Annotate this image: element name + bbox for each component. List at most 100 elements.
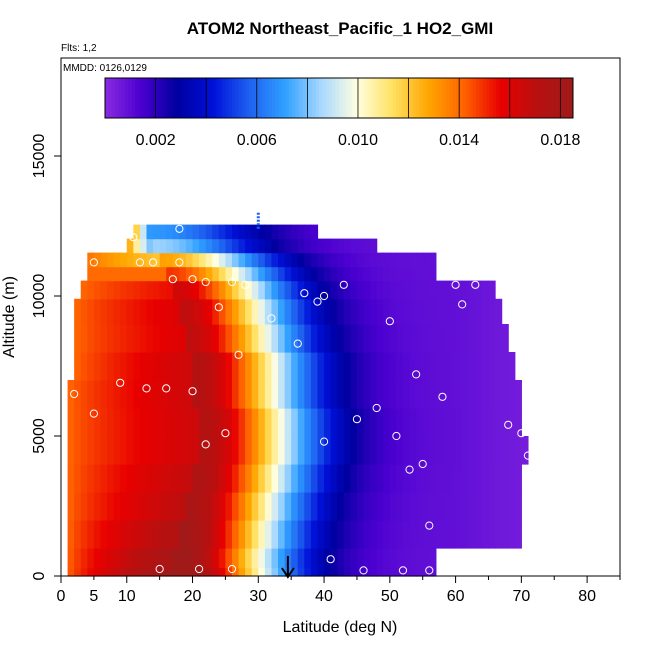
heatmap-cell [192, 352, 200, 381]
heatmap-cell [429, 252, 437, 268]
heatmap-cell [74, 548, 82, 569]
heatmap-cell [258, 548, 266, 569]
heatmap-cell [80, 548, 88, 569]
y-tick-label: 15000 [31, 134, 48, 179]
colorbar-segment [198, 78, 203, 118]
heatmap-cell [212, 520, 220, 549]
heatmap-cell [291, 324, 299, 353]
heatmap-cell [258, 567, 266, 577]
heatmap-cell [172, 224, 180, 240]
heatmap-cell [258, 298, 266, 325]
heatmap-cell [107, 492, 115, 521]
heatmap-cell [376, 352, 384, 381]
heatmap-cell [310, 238, 319, 254]
heatmap-cell [449, 464, 457, 493]
heatmap-cell [113, 548, 121, 569]
heatmap-cell [192, 324, 200, 353]
heatmap-cell [93, 408, 102, 437]
heatmap-cell [179, 238, 187, 254]
heatmap-cell [199, 520, 207, 549]
heatmap-cell [409, 548, 417, 569]
heatmap-cell [376, 567, 384, 577]
heatmap-cell [251, 464, 259, 493]
colorbar-segment [158, 78, 163, 118]
heatmap-cell [376, 280, 384, 300]
heatmap-cell [389, 380, 397, 409]
heatmap-cell [67, 408, 75, 437]
heatmap-cell [74, 567, 82, 577]
heatmap-cell [363, 520, 371, 549]
heatmap-cell [297, 567, 305, 577]
heatmap-cell [87, 548, 95, 569]
heatmap-cell [185, 280, 194, 300]
heatmap-cell [297, 408, 305, 437]
heatmap-cell [416, 252, 424, 268]
heatmap-cell [310, 266, 319, 282]
heatmap-cell [251, 238, 259, 254]
heatmap-cell [264, 324, 273, 353]
heatmap-cell [330, 464, 338, 493]
heatmap-cell [317, 464, 325, 493]
heatmap-cell [481, 464, 490, 493]
heatmap-cell [166, 567, 174, 577]
heatmap-cell [330, 567, 338, 577]
colorbar-segment [121, 78, 126, 118]
heatmap-cell [297, 520, 305, 549]
sample-marker [523, 451, 533, 460]
heatmap-cell [251, 324, 259, 353]
heatmap-cell [291, 436, 299, 465]
heatmap-cell [231, 224, 240, 240]
heatmap-cell [67, 464, 75, 493]
heatmap-cell [133, 238, 141, 254]
sample-marker [116, 378, 125, 387]
heatmap-cell [429, 380, 437, 409]
x-tick-label: 80 [578, 588, 596, 605]
heatmap-cell [120, 324, 128, 353]
heatmap-cell [508, 464, 516, 493]
heatmap-cell [330, 408, 338, 437]
heatmap-cell [396, 464, 404, 493]
colorbar-segment [148, 78, 153, 118]
colorbar-segment [526, 78, 531, 118]
colorbar-segment [165, 78, 170, 118]
colorbar-segment [439, 78, 444, 118]
heatmap-cell [245, 436, 253, 465]
colorbar-segment [185, 78, 190, 118]
heatmap-cell [495, 492, 503, 521]
heatmap-cell [139, 520, 148, 549]
heatmap-cell [370, 492, 378, 521]
heatmap-cell [297, 352, 305, 381]
heatmap-cell [264, 266, 273, 282]
heatmap-cell [133, 224, 141, 240]
heatmap-cell [139, 224, 148, 240]
heatmap-cell [462, 380, 470, 409]
heatmap-cell [330, 252, 338, 268]
heatmap-cell [258, 252, 266, 268]
sample-marker [412, 370, 421, 379]
heatmap-cell [113, 464, 121, 493]
heatmap-cell [396, 436, 404, 465]
heatmap-cell [225, 464, 233, 493]
heatmap-cell [139, 380, 148, 409]
heatmap-cell [422, 252, 430, 268]
heatmap-cell [422, 352, 430, 381]
heatmap-cell [508, 408, 516, 437]
heatmap-cell [297, 266, 305, 282]
heatmap-cell [284, 238, 292, 254]
heatmap-cell [291, 567, 299, 577]
heatmap-cell [370, 352, 378, 381]
heatmap-cell [402, 252, 411, 268]
heatmap-cell [350, 352, 358, 381]
heatmap-cell [337, 352, 345, 381]
heatmap-cell [159, 492, 167, 521]
heatmap-cell [455, 280, 463, 300]
heatmap-cell [396, 324, 404, 353]
heatmap-cell [468, 408, 476, 437]
heatmap-cell [231, 298, 240, 325]
heatmap-cell [107, 520, 115, 549]
colorbar-segment [145, 78, 149, 118]
sample-marker [490, 263, 500, 273]
heatmap-cell [159, 352, 167, 381]
heatmap-cell [495, 324, 503, 353]
heatmap-cell [343, 238, 351, 254]
